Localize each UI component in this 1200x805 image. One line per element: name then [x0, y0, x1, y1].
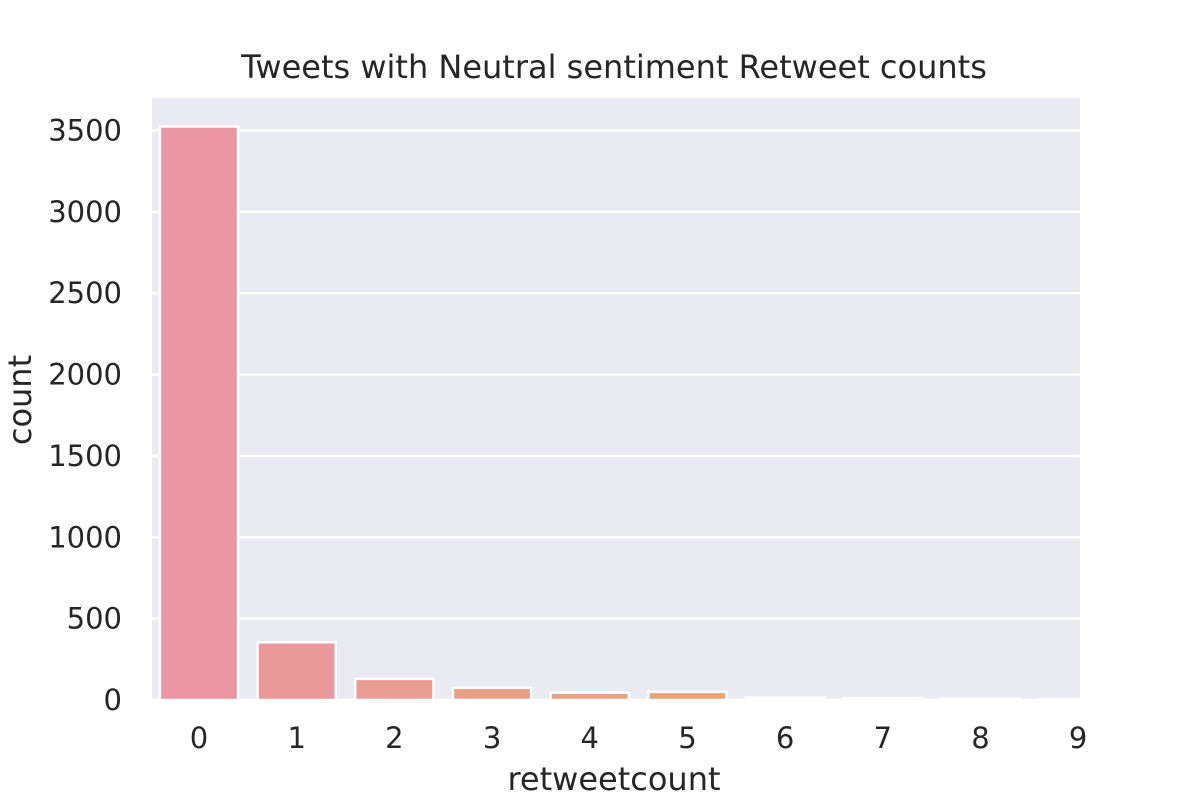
bar-5 [647, 690, 728, 702]
y-tick-label: 500 [67, 602, 122, 636]
bar-6 [744, 696, 826, 702]
y-tick-label: 3000 [48, 195, 122, 229]
x-tick-label: 5 [678, 721, 696, 755]
x-tick-label: 2 [385, 721, 403, 755]
x-tick-label: 3 [483, 721, 501, 755]
plot-background [152, 98, 1080, 700]
y-tick-label: 1500 [48, 439, 122, 473]
bar-7 [842, 696, 924, 702]
y-tick-label: 2000 [48, 358, 122, 392]
x-tick-label: 6 [776, 721, 794, 755]
x-tick-label: 7 [874, 721, 892, 755]
x-tick-labels: 0 1 2 3 4 5 6 7 8 9 [190, 721, 1088, 755]
gridlines [152, 129, 1080, 702]
y-tick-labels: 0 500 1000 1500 2000 2500 3000 3500 [48, 114, 122, 717]
x-tick-label: 9 [1069, 721, 1087, 755]
bar-4 [549, 691, 631, 702]
x-tick-label: 8 [971, 721, 989, 755]
x-axis-label: retweetcount [507, 760, 720, 798]
bar-9 [1037, 697, 1082, 702]
y-axis-label: count [1, 355, 39, 445]
bar-3 [451, 686, 533, 702]
x-tick-label: 1 [287, 721, 305, 755]
bar-1 [256, 640, 338, 702]
x-tick-label: 0 [190, 721, 208, 755]
bars [158, 125, 1082, 702]
y-tick-label: 1000 [48, 520, 122, 554]
bar-8 [940, 697, 1021, 702]
bar-0 [158, 125, 240, 702]
y-tick-label: 0 [104, 683, 122, 717]
bar-2 [354, 677, 435, 702]
y-tick-label: 2500 [48, 276, 122, 310]
y-tick-label: 3500 [48, 114, 122, 148]
chart-title: Tweets with Neutral sentiment Retweet co… [240, 48, 987, 86]
x-tick-label: 4 [581, 721, 599, 755]
